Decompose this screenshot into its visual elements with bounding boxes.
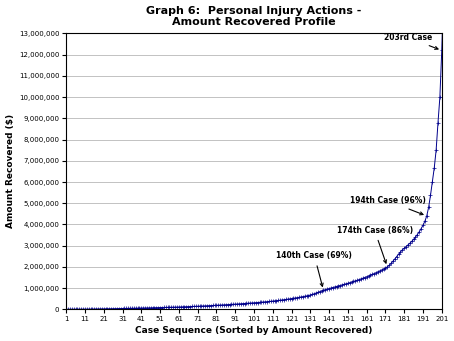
Text: 194th Case (96%): 194th Case (96%) bbox=[350, 196, 425, 215]
X-axis label: Case Sequence (Sorted by Amount Recovered): Case Sequence (Sorted by Amount Recovere… bbox=[135, 326, 373, 336]
Text: 174th Case (86%): 174th Case (86%) bbox=[336, 226, 413, 263]
Title: Graph 6:  Personal Injury Actions -
Amount Recovered Profile: Graph 6: Personal Injury Actions - Amoun… bbox=[146, 5, 362, 27]
Text: 140th Case (69%): 140th Case (69%) bbox=[276, 251, 352, 286]
Text: 203rd Case: 203rd Case bbox=[384, 33, 438, 49]
Y-axis label: Amount Recovered ($): Amount Recovered ($) bbox=[5, 114, 15, 228]
